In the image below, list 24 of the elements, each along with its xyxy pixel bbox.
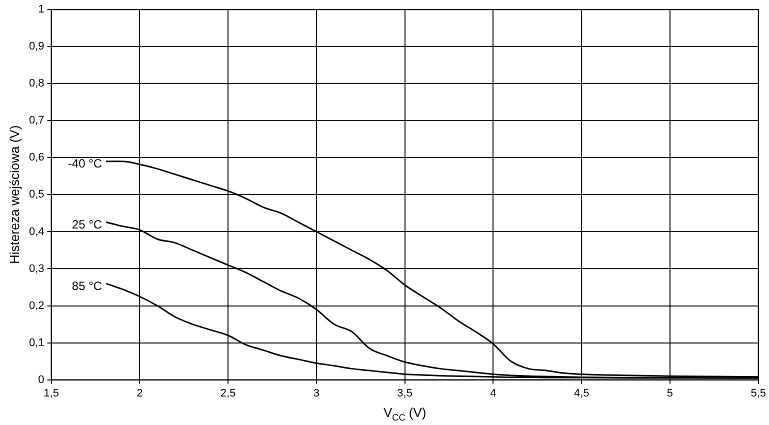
series-label: 25 °C (72, 217, 102, 232)
x-tick-label: 1,5 (44, 387, 59, 400)
x-tick-label: 2,5 (220, 387, 236, 400)
y-axis-title: Histereza wejściowa (V) (7, 125, 22, 264)
y-tick-label: 0,6 (28, 152, 44, 164)
series-label: 85 °C (72, 278, 102, 293)
y-tick-label: 0,4 (28, 226, 44, 238)
y-tick-label: 0,9 (28, 40, 44, 53)
x-tick-label: 4 (490, 387, 496, 400)
y-tick-label: 0,5 (28, 188, 44, 201)
x-tick-label: 5,5 (750, 387, 766, 400)
y-tick-label: 0,3 (28, 262, 44, 275)
x-tick-label: 3,5 (397, 387, 412, 400)
y-tick-label: 0 (38, 374, 44, 386)
y-tick-label: 0,7 (28, 114, 44, 127)
y-tick-label: 0,1 (28, 336, 44, 349)
y-tick-label: 0,8 (28, 78, 44, 90)
x-tick-label: 2 (136, 387, 143, 400)
x-tick-label: 3 (313, 387, 320, 400)
y-tick-label: 1 (38, 4, 44, 16)
x-tick-label: 4,5 (574, 387, 590, 400)
y-tick-label: 0,2 (28, 300, 44, 312)
series-label: -40 °C (68, 156, 102, 171)
x-tick-label: 5 (666, 387, 674, 400)
